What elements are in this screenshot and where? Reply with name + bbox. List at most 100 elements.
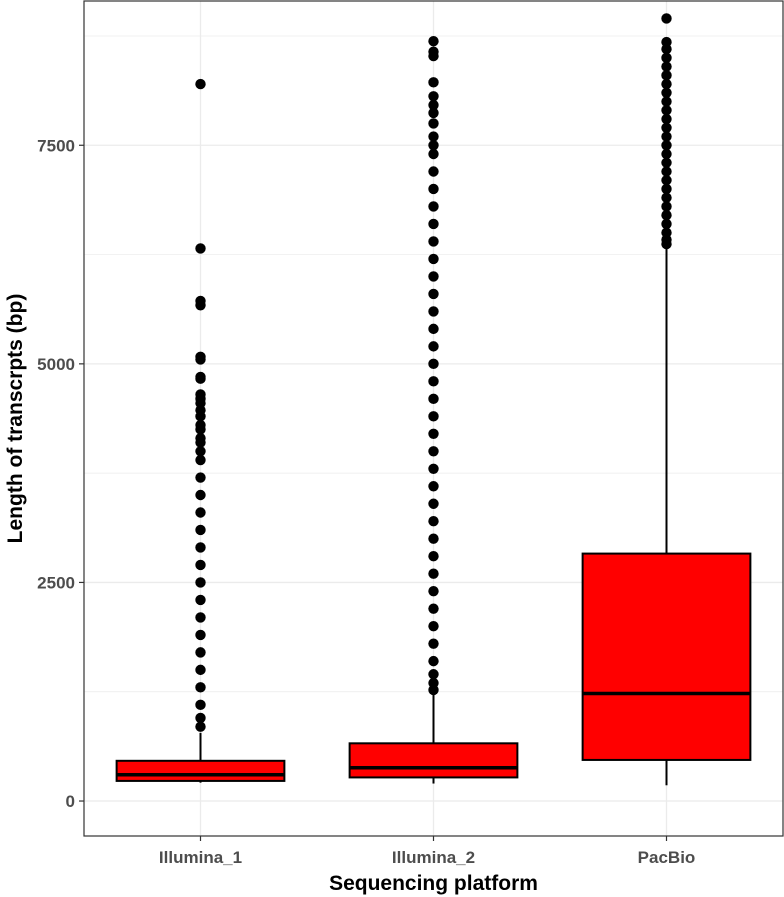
box-illumina-1 <box>115 78 286 783</box>
outlier-point <box>661 218 672 230</box>
outlier-point <box>661 183 672 195</box>
outlier-point <box>661 140 672 151</box>
x-tick-label: Illumina_2 <box>392 848 475 867</box>
iqr-box <box>581 552 752 761</box>
outlier-point <box>428 107 439 119</box>
outlier-point <box>428 655 439 667</box>
outlier-point <box>428 669 439 680</box>
y-tick-label: 5000 <box>37 355 75 374</box>
outlier-point <box>661 78 672 90</box>
axes: 0 2500 5000 7500 Illumina_1 Illumina_2 PacBio <box>37 136 695 867</box>
outlier-point <box>428 411 439 422</box>
outlier-point <box>661 61 672 72</box>
outlier-point <box>428 533 439 544</box>
outlier-point <box>195 300 206 311</box>
outlier-point <box>195 699 206 711</box>
x-tick-label: Illumina_1 <box>159 848 242 867</box>
outlier-point <box>661 192 672 203</box>
outlier-point <box>195 489 206 501</box>
outlier-point <box>661 131 672 142</box>
outlier-point <box>428 183 439 195</box>
outlier-point <box>195 629 206 641</box>
x-axis-title: Sequencing platform <box>329 872 538 895</box>
outlier-point <box>428 428 439 440</box>
outlier-point <box>428 446 439 457</box>
outlier-point <box>195 559 206 571</box>
outlier-point <box>661 113 672 125</box>
outlier-point <box>428 131 439 142</box>
outlier-point <box>195 243 206 254</box>
y-tick-label: 7500 <box>37 136 75 155</box>
outlier-point <box>195 682 206 693</box>
outlier-point <box>428 516 439 527</box>
outlier-point <box>428 684 439 696</box>
y-tick-label: 2500 <box>37 573 75 592</box>
outlier-point <box>428 585 439 597</box>
outlier-point <box>195 78 206 90</box>
outlier-point <box>428 99 439 111</box>
outlier-point <box>428 236 439 247</box>
outlier-point <box>428 306 439 317</box>
y-tick-label: 0 <box>66 792 75 811</box>
outlier-point <box>661 13 672 24</box>
outlier-point <box>428 341 439 352</box>
outlier-point <box>195 446 206 457</box>
box-pacbio <box>581 13 752 786</box>
outlier-point <box>661 52 672 64</box>
outlier-point <box>428 376 439 387</box>
outlier-point <box>428 620 439 632</box>
outlier-point <box>195 721 206 732</box>
outlier-point <box>428 77 439 88</box>
outlier-point <box>661 148 672 160</box>
outlier-point <box>195 507 206 518</box>
outlier-point <box>428 358 439 370</box>
iqr-box <box>115 759 286 782</box>
outlier-point <box>428 201 439 212</box>
outlier-point <box>428 271 439 282</box>
outlier-point <box>661 238 672 250</box>
outlier-point <box>195 454 206 466</box>
outlier-point <box>661 105 672 116</box>
outlier-point <box>195 354 206 365</box>
outlier-point <box>428 253 439 265</box>
outlier-point <box>428 568 439 579</box>
outlier-point <box>195 424 206 435</box>
outlier-point <box>195 664 206 676</box>
outlier-point <box>661 70 672 81</box>
outlier-point <box>428 50 439 62</box>
outlier-point <box>428 140 439 151</box>
outlier-point <box>661 87 672 99</box>
outlier-point <box>195 577 206 588</box>
outlier-point <box>661 43 672 55</box>
outlier-point <box>428 323 439 335</box>
outlier-point <box>661 201 672 212</box>
outlier-point <box>661 96 672 107</box>
box-illumina-2 <box>348 36 519 784</box>
outlier-point <box>661 122 672 133</box>
outlier-point <box>195 612 206 623</box>
outlier-point <box>195 712 206 724</box>
y-axis-title: Length of transcrpts (bp) <box>4 294 27 544</box>
outlier-point <box>428 148 439 160</box>
x-tick-label: PacBio <box>638 848 696 867</box>
outlier-point <box>661 210 672 221</box>
outlier-point <box>428 481 439 492</box>
outlier-point <box>661 166 672 177</box>
outlier-point <box>428 393 439 405</box>
outlier-point <box>428 166 439 177</box>
outlier-point <box>195 524 206 536</box>
outlier-point <box>428 36 439 47</box>
outlier-point <box>428 218 439 230</box>
outlier-point <box>428 91 439 102</box>
outlier-point <box>195 373 206 384</box>
outlier-point <box>661 157 672 168</box>
outlier-point <box>428 288 439 300</box>
outlier-point <box>195 542 206 553</box>
outlier-point <box>661 175 672 186</box>
outlier-point <box>195 594 206 606</box>
outlier-point <box>428 638 439 649</box>
outlier-point <box>428 118 439 129</box>
outlier-point <box>428 498 439 509</box>
outlier-point <box>195 647 206 658</box>
